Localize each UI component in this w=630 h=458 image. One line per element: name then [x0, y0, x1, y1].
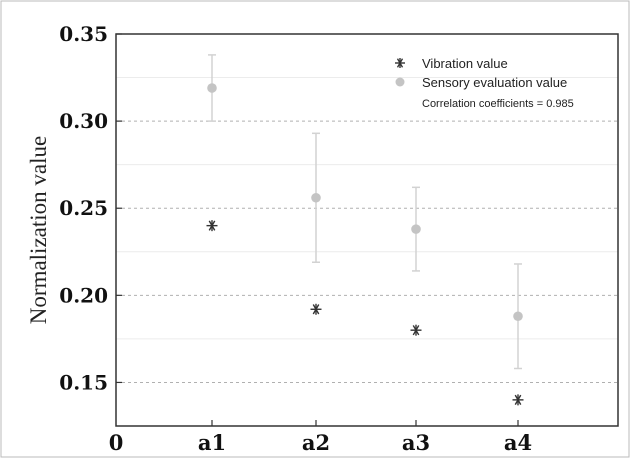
legend-label-sensory: Sensory evaluation value	[422, 75, 567, 90]
sensory-point	[411, 224, 421, 234]
legend-label-vibration: Vibration value	[422, 56, 508, 71]
legend: Vibration value Sensory evaluation value…	[395, 56, 574, 110]
legend-marker-vibration-icon	[395, 58, 405, 68]
data-series	[206, 54, 524, 406]
vibration-point	[206, 220, 218, 232]
y-axis-label: Normalization value	[26, 136, 51, 324]
legend-marker-sensory-icon	[395, 77, 405, 87]
y-tick-label: 0.35	[59, 22, 108, 46]
x-tick-label: a3	[402, 430, 430, 455]
y-tick-label: 0.20	[59, 283, 108, 307]
x-tick-label: a4	[504, 430, 532, 455]
y-tick-label: 0.30	[59, 109, 108, 133]
sensory-point	[311, 192, 321, 203]
plot-area-frame	[115, 33, 619, 427]
x-tick-label: a2	[302, 430, 330, 455]
y-axis-ticks: 0.15 0.20 0.25 0.30 0.35	[59, 22, 122, 394]
vibration-point	[512, 394, 524, 406]
vibration-point	[410, 324, 422, 336]
grid-lines	[116, 77, 618, 383]
x-tick-label: a1	[198, 430, 226, 455]
y-tick-label: 0.15	[59, 370, 108, 394]
x-origin-label: 0	[109, 430, 124, 455]
vibration-point	[310, 303, 322, 315]
correlation-annotation: Correlation coefficients = 0.985	[422, 98, 574, 110]
sensory-point	[207, 83, 217, 93]
y-tick-label: 0.25	[59, 196, 108, 220]
sensory-point	[513, 311, 523, 322]
x-axis-ticks: 0 a1 a2 a3 a4	[109, 420, 532, 455]
